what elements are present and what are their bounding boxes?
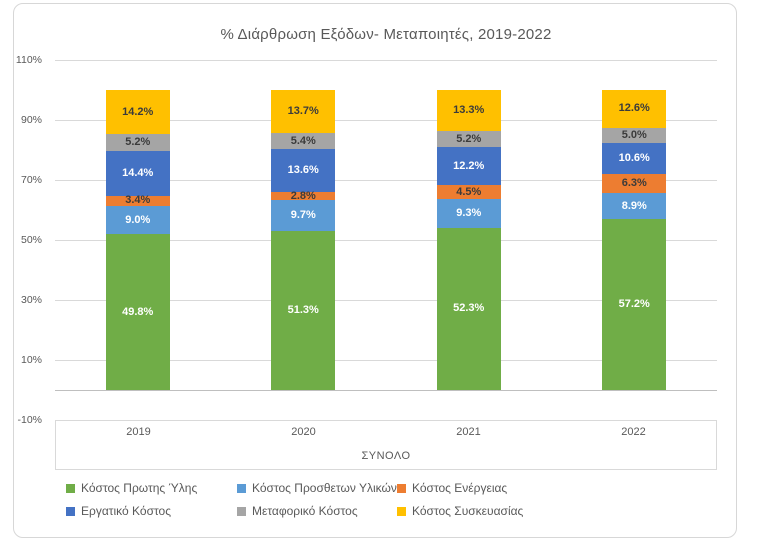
data-label: 10.6% (618, 151, 650, 164)
segment-2022: 12.6% (602, 90, 667, 128)
legend-swatch-icon (66, 506, 75, 516)
legend-item: Μεταφορικό Κόστος (237, 504, 397, 518)
data-label: 9.3% (456, 207, 482, 220)
gridline (55, 120, 717, 121)
category-label-2020: 2020 (291, 426, 316, 438)
data-label: 13.6% (287, 164, 319, 177)
category-label-2019: 2019 (126, 426, 151, 438)
segment-2020: 5.4% (271, 132, 336, 150)
x-axis-line (55, 390, 717, 391)
data-label: 14.4% (122, 166, 154, 179)
segment-2021: 5.2% (436, 131, 501, 148)
segment-2020: 9.7% (271, 200, 336, 231)
data-label: 5.0% (621, 128, 647, 141)
data-label: 14.2% (122, 105, 154, 118)
legend-label: Κόστος Συσκευασίας (412, 504, 524, 518)
data-label: 5.2% (456, 132, 482, 145)
data-label: 9.7% (290, 208, 316, 221)
segment-2020: 51.3% (271, 230, 336, 390)
gridline (55, 60, 717, 61)
legend-item: Κόστος Συσκευασίας (397, 504, 617, 518)
y-tick-label: -10% (17, 414, 42, 426)
segment-2021: 9.3% (436, 199, 501, 228)
legend-item: Εργατικό Κόστος (66, 504, 237, 518)
legend-swatch-icon (397, 483, 406, 493)
y-tick-label: 70% (20, 174, 42, 186)
y-axis: 110% 90% 70% 50% 30% 10% -10% (0, 54, 46, 426)
legend-label: Κόστος Προσθετων Υλικών (252, 481, 397, 495)
bar-2019: 49.8% 9.0% 3.4% 14.4% 5.2% 14.2% (105, 90, 170, 390)
category-label-2022: 2022 (621, 426, 646, 438)
plot-area: 49.8% 9.0% 3.4% 14.4% 5.2% 14.2% 51.3% 9.7% 2.8%… (55, 60, 717, 421)
y-tick-label: 50% (20, 234, 42, 246)
data-label: 8.9% (621, 199, 647, 212)
legend-label: Κόστος Πρωτης Ύλης (81, 481, 198, 495)
segment-2021: 4.5% (436, 185, 501, 200)
segment-2022: 6.3% (602, 174, 667, 193)
data-label: 49.8% (122, 305, 154, 318)
data-label: 51.3% (287, 303, 319, 316)
data-label: 13.7% (287, 104, 319, 117)
segment-2022: 57.2% (602, 219, 667, 390)
legend-item: Κόστος Ενέργειας (397, 481, 617, 495)
bar-2021: 52.3% 9.3% 4.5% 12.2% 5.2% 13.3% (436, 90, 501, 390)
data-label: 13.3% (453, 104, 485, 117)
category-label-2021: 2021 (456, 426, 481, 438)
data-label: 5.4% (290, 134, 316, 147)
data-label: 5.2% (125, 136, 151, 148)
legend: Κόστος Πρωτης Ύλης Κόστος Προσθετων Υλικώ… (66, 481, 617, 518)
legend-item: Κόστος Προσθετων Υλικών (237, 481, 397, 495)
y-tick-label: 90% (20, 114, 42, 126)
legend-swatch-icon (66, 483, 75, 493)
x-axis-label-box: 2019 2020 2021 2022 ΣΥΝΟΛΟ (55, 420, 717, 470)
data-label: 12.6% (618, 102, 650, 115)
segment-2019: 14.4% (105, 150, 170, 196)
chart-title: % Διάρθρωση Εξόδων- Μεταποιητές, 2019-20… (220, 26, 552, 43)
axis-group-label: ΣΥΝΟΛΟ (361, 450, 411, 462)
data-label: 4.5% (456, 185, 482, 198)
data-label: 9.0% (125, 213, 151, 226)
segment-2019: 5.2% (105, 134, 170, 151)
segment-2019: 49.8% (105, 234, 170, 390)
segment-2019: 3.4% (105, 194, 170, 207)
segment-2020: 13.7% (271, 90, 336, 133)
segment-2019: 9.0% (105, 206, 170, 235)
data-label: 57.2% (618, 298, 650, 311)
segment-2021: 52.3% (436, 227, 501, 390)
y-tick-label: 110% (15, 54, 42, 66)
legend-swatch-icon (237, 483, 246, 493)
segment-2022: 10.6% (602, 142, 667, 175)
gridline (55, 360, 717, 361)
data-label: 2.8% (290, 189, 316, 202)
legend-label: Κόστος Ενέργειας (412, 481, 508, 495)
legend-label: Εργατικό Κόστος (81, 504, 171, 518)
segment-2022: 8.9% (602, 192, 667, 220)
segment-2020: 13.6% (271, 149, 336, 192)
category-labels: 2019 2020 2021 2022 (56, 426, 716, 438)
segment-2021: 12.2% (436, 147, 501, 186)
segment-2022: 5.0% (602, 127, 667, 143)
legend-swatch-icon (397, 506, 406, 516)
data-label: 12.2% (453, 159, 485, 172)
legend-item: Κόστος Πρωτης Ύλης (66, 481, 237, 495)
data-label: 6.3% (621, 177, 647, 190)
legend-label: Μεταφορικό Κόστος (252, 504, 358, 518)
bar-2020: 51.3% 9.7% 2.8% 13.6% 5.4% 13.7% (271, 90, 336, 390)
y-tick-label: 10% (20, 354, 42, 366)
legend-swatch-icon (237, 506, 246, 516)
gridline (55, 300, 717, 301)
gridline (55, 240, 717, 241)
data-label: 52.3% (453, 302, 485, 315)
segment-2021: 13.3% (436, 90, 501, 132)
segment-2020: 2.8% (271, 189, 336, 202)
data-label: 3.4% (125, 194, 151, 207)
segment-2019: 14.2% (105, 90, 170, 135)
gridline (55, 180, 717, 181)
bar-2022: 57.2% 8.9% 6.3% 10.6% 5.0% 12.6% (602, 90, 667, 390)
y-tick-label: 30% (20, 294, 42, 306)
